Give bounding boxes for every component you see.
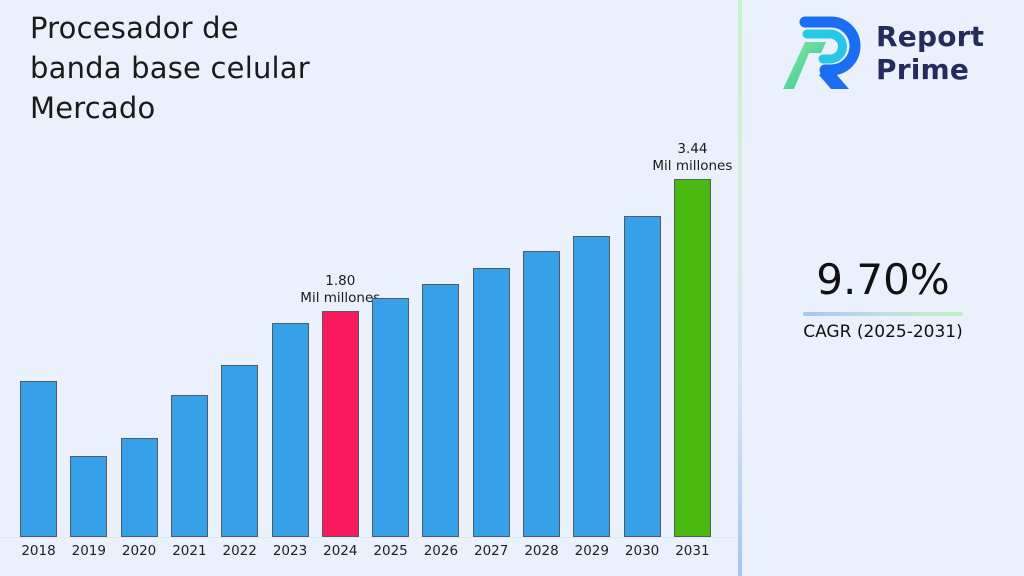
x-tick-label-2024: 2024 bbox=[323, 543, 358, 559]
x-tick-label-2021: 2021 bbox=[172, 543, 207, 559]
x-tick-label-2018: 2018 bbox=[21, 543, 56, 559]
bar-2031 bbox=[673, 179, 711, 537]
bar-2023 bbox=[271, 323, 309, 537]
x-tick-label-2025: 2025 bbox=[373, 543, 408, 559]
page-title-line-2: banda base celular bbox=[30, 51, 310, 85]
bar-2027 bbox=[472, 268, 510, 537]
bar-2019 bbox=[70, 456, 108, 537]
bar-annotation-2024: 1.80 Mil millones bbox=[280, 273, 400, 307]
x-tick-label-2020: 2020 bbox=[121, 543, 157, 559]
page-title: Procesador de banda base celular Mercado bbox=[30, 8, 450, 128]
cagr-underline bbox=[803, 312, 963, 316]
bar-2026 bbox=[422, 284, 460, 537]
annotation-unit-2024: Mil millones bbox=[300, 290, 381, 306]
bar-2022 bbox=[221, 365, 259, 537]
bar-chart: 2018 2019 2020 2021 2022 2023 2024 1.80 Mil mill… bbox=[0, 141, 735, 559]
x-tick-label-2031: 2031 bbox=[675, 543, 710, 559]
annotation-value-2024: 1.80 bbox=[325, 273, 356, 289]
annotation-value-2031: 3.44 bbox=[677, 141, 708, 157]
x-tick-label-2026: 2026 bbox=[423, 543, 459, 559]
annotation-unit-2031: Mil millones bbox=[652, 158, 733, 174]
x-axis-line bbox=[0, 537, 735, 538]
page-title-line-3: Mercado bbox=[30, 91, 156, 125]
bar-2020 bbox=[120, 438, 158, 537]
page-title-line-1: Procesador de bbox=[30, 11, 239, 45]
cagr-label: CAGR (2025-2031) bbox=[803, 322, 963, 342]
bar-2028 bbox=[523, 251, 560, 537]
x-tick-label-2023: 2023 bbox=[272, 543, 308, 559]
brand-name-line-2: Prime bbox=[876, 53, 970, 86]
brand-name: Report Prime bbox=[876, 20, 984, 86]
report-prime-logo-mark-icon bbox=[783, 16, 861, 89]
cagr-block: 9.70% CAGR (2025-2031) bbox=[742, 255, 1024, 342]
x-tick-label-2019: 2019 bbox=[71, 543, 106, 559]
bar-2018 bbox=[20, 381, 57, 537]
bar-2024 bbox=[321, 311, 359, 537]
bar-2025 bbox=[372, 298, 410, 537]
x-tick-label-2027: 2027 bbox=[474, 543, 509, 559]
brand-name-line-1: Report bbox=[876, 20, 985, 53]
x-tick-label-2029: 2029 bbox=[574, 543, 609, 559]
bar-2021 bbox=[170, 395, 208, 537]
cagr-value: 9.70% bbox=[816, 255, 950, 304]
x-tick-label-2028: 2028 bbox=[524, 543, 559, 559]
bar-2029 bbox=[573, 236, 611, 537]
divider-line bbox=[738, 0, 742, 576]
bar-annotation-2031: 3.44 Mil millones bbox=[632, 141, 752, 175]
report-prime-logo: Report Prime bbox=[778, 12, 984, 94]
x-tick-label-2030: 2030 bbox=[624, 543, 660, 559]
bar-2030 bbox=[623, 216, 661, 537]
x-tick-label-2022: 2022 bbox=[222, 543, 257, 559]
